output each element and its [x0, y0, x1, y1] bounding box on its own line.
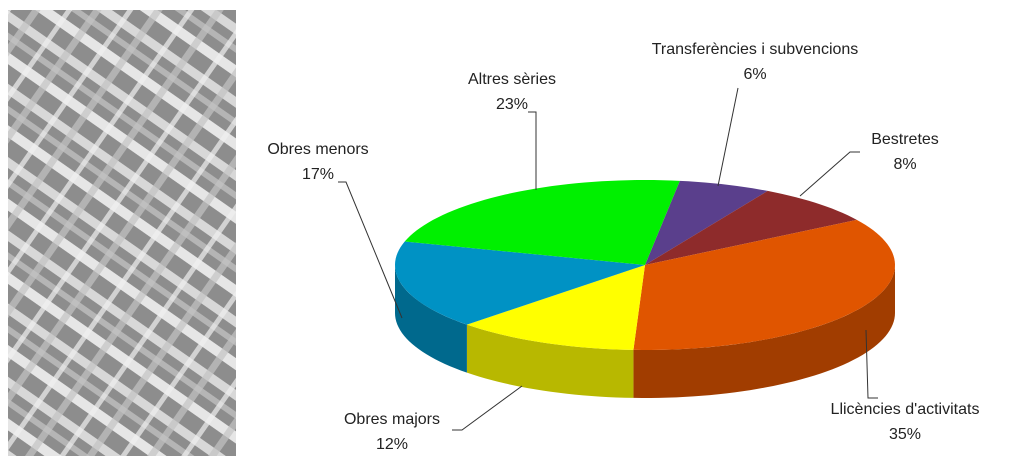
slice-value: 35% — [889, 426, 921, 443]
slice-value: 17% — [302, 166, 334, 183]
slice-label: Llicències d'activitats — [831, 401, 980, 418]
pie-slice — [645, 190, 857, 265]
slice-value: 23% — [496, 96, 528, 113]
slice-label: Bestretes — [871, 131, 939, 148]
photo — [8, 10, 236, 456]
slice-value: 12% — [376, 436, 408, 453]
leader-lines — [338, 87, 878, 431]
labels: Transferències i subvencions 6% Bestretes 8… — [267, 41, 979, 453]
slice-label: Obres majors — [344, 411, 440, 428]
pie-side — [633, 265, 895, 398]
slice-value: 8% — [893, 156, 916, 173]
pie-slice — [395, 241, 645, 325]
pie-slice — [633, 219, 895, 350]
slice-label: Obres menors — [267, 141, 368, 158]
slice-label: Altres sèries — [468, 71, 556, 88]
pie-slice — [645, 180, 768, 265]
pie-slice — [404, 180, 680, 265]
pie-slice — [466, 265, 645, 350]
pie — [395, 180, 895, 398]
slice-label: Transferències i subvencions — [652, 41, 859, 58]
pie-side — [395, 265, 467, 373]
pie-side — [466, 324, 634, 398]
slice-value: 6% — [743, 66, 766, 83]
